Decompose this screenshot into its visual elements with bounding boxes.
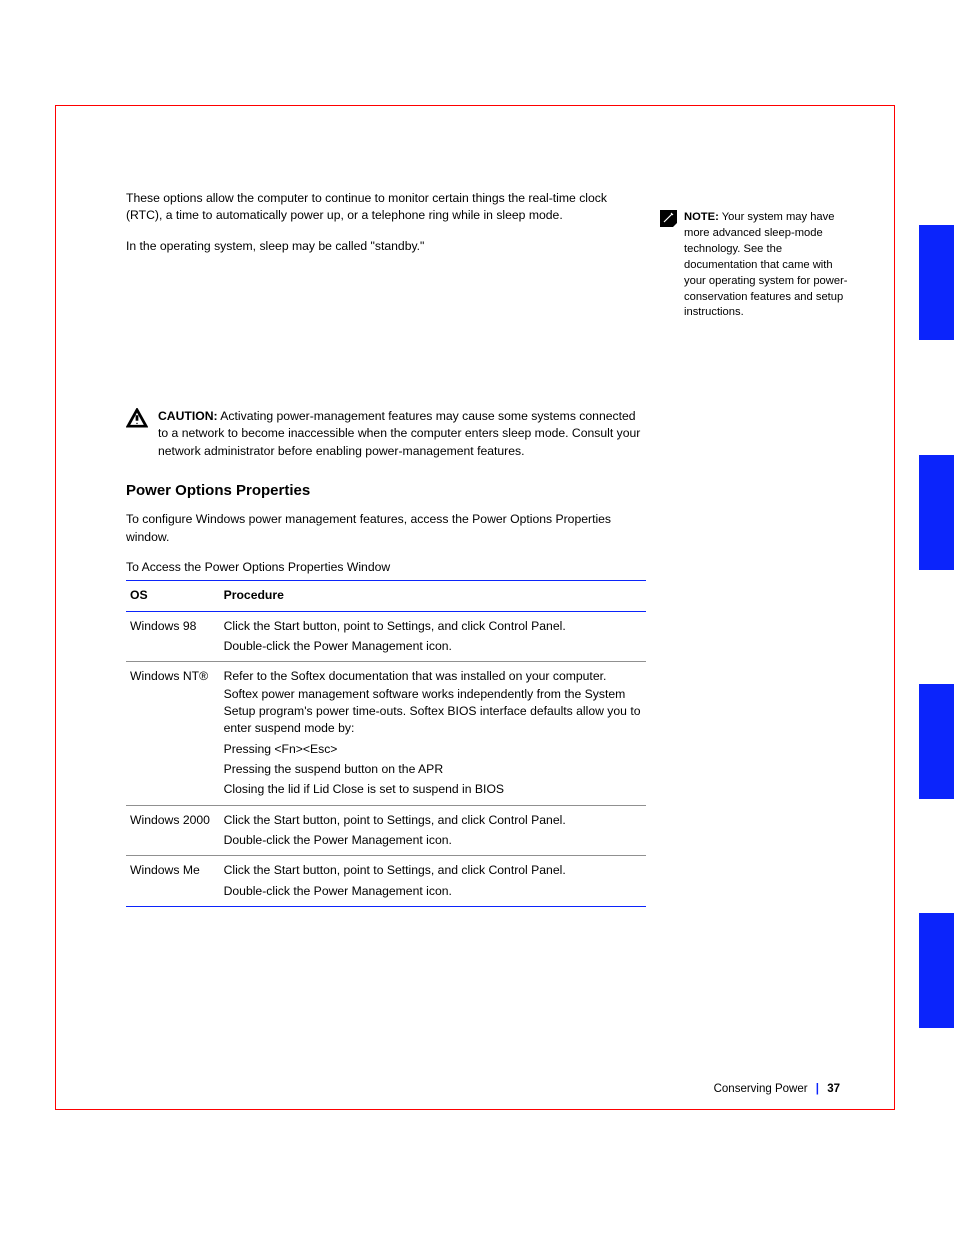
note-body: Your system may have more advanced sleep… [684, 211, 848, 318]
procedure-line: Double-click the Power Management icon. [224, 638, 642, 655]
note-label: NOTE: [684, 211, 719, 223]
table-cell-procedure: Click the Start button, point to Setting… [220, 856, 646, 907]
col-header-procedure: Procedure [220, 581, 646, 611]
caution-icon [126, 408, 148, 428]
table-cell-os: Windows 2000 [126, 805, 220, 856]
section-heading: Power Options Properties [126, 480, 646, 501]
procedure-line: Refer to the Softex documentation that w… [224, 668, 642, 737]
intro-para-2: In the operating system, sleep may be ca… [126, 238, 646, 255]
caution-label: CAUTION: [158, 409, 218, 423]
procedure-line: Pressing the suspend button on the APR [224, 761, 642, 778]
procedure-line: Double-click the Power Management icon. [224, 832, 642, 849]
table-cell-os: Windows NT® [126, 662, 220, 805]
side-tab-2 [919, 455, 954, 570]
footer-section-name: Conserving Power [714, 1083, 808, 1095]
table-cell-os: Windows Me [126, 856, 220, 907]
caution-body: Activating power-management features may… [158, 409, 640, 458]
procedure-line: Click the Start button, point to Setting… [224, 812, 642, 829]
footer-separator: | [811, 1083, 824, 1095]
main-content: These options allow the computer to cont… [126, 190, 646, 907]
table-cell-procedure: Refer to the Softex documentation that w… [220, 662, 646, 805]
note-icon [660, 210, 677, 227]
table-cell-procedure: Click the Start button, point to Setting… [220, 611, 646, 662]
table-cell-procedure: Click the Start button, point to Setting… [220, 805, 646, 856]
table-caption: To Access the Power Options Properties W… [126, 559, 646, 576]
section-para: To configure Windows power management fe… [126, 511, 646, 546]
note-text: NOTE: Your system may have more advanced… [684, 210, 850, 321]
side-tab-1 [919, 225, 954, 340]
procedure-line: Pressing <Fn><Esc> [224, 741, 642, 758]
procedure-line: Closing the lid if Lid Close is set to s… [224, 781, 642, 798]
procedure-line: Click the Start button, point to Setting… [224, 862, 642, 879]
procedure-line: Click the Start button, point to Setting… [224, 618, 642, 635]
note-sidebar: NOTE: Your system may have more advanced… [660, 210, 850, 321]
procedure-line: Double-click the Power Management icon. [224, 883, 642, 900]
os-procedure-table: OSProcedureWindows 98Click the Start but… [126, 580, 646, 907]
intro-para-1: These options allow the computer to cont… [126, 190, 646, 225]
caution-block: CAUTION: Activating power-management fea… [126, 408, 646, 460]
table-cell-os: Windows 98 [126, 611, 220, 662]
side-tab-3 [919, 684, 954, 799]
footer-page-number: 37 [827, 1083, 840, 1095]
side-tab-4 [919, 913, 954, 1028]
col-header-os: OS [126, 581, 220, 611]
